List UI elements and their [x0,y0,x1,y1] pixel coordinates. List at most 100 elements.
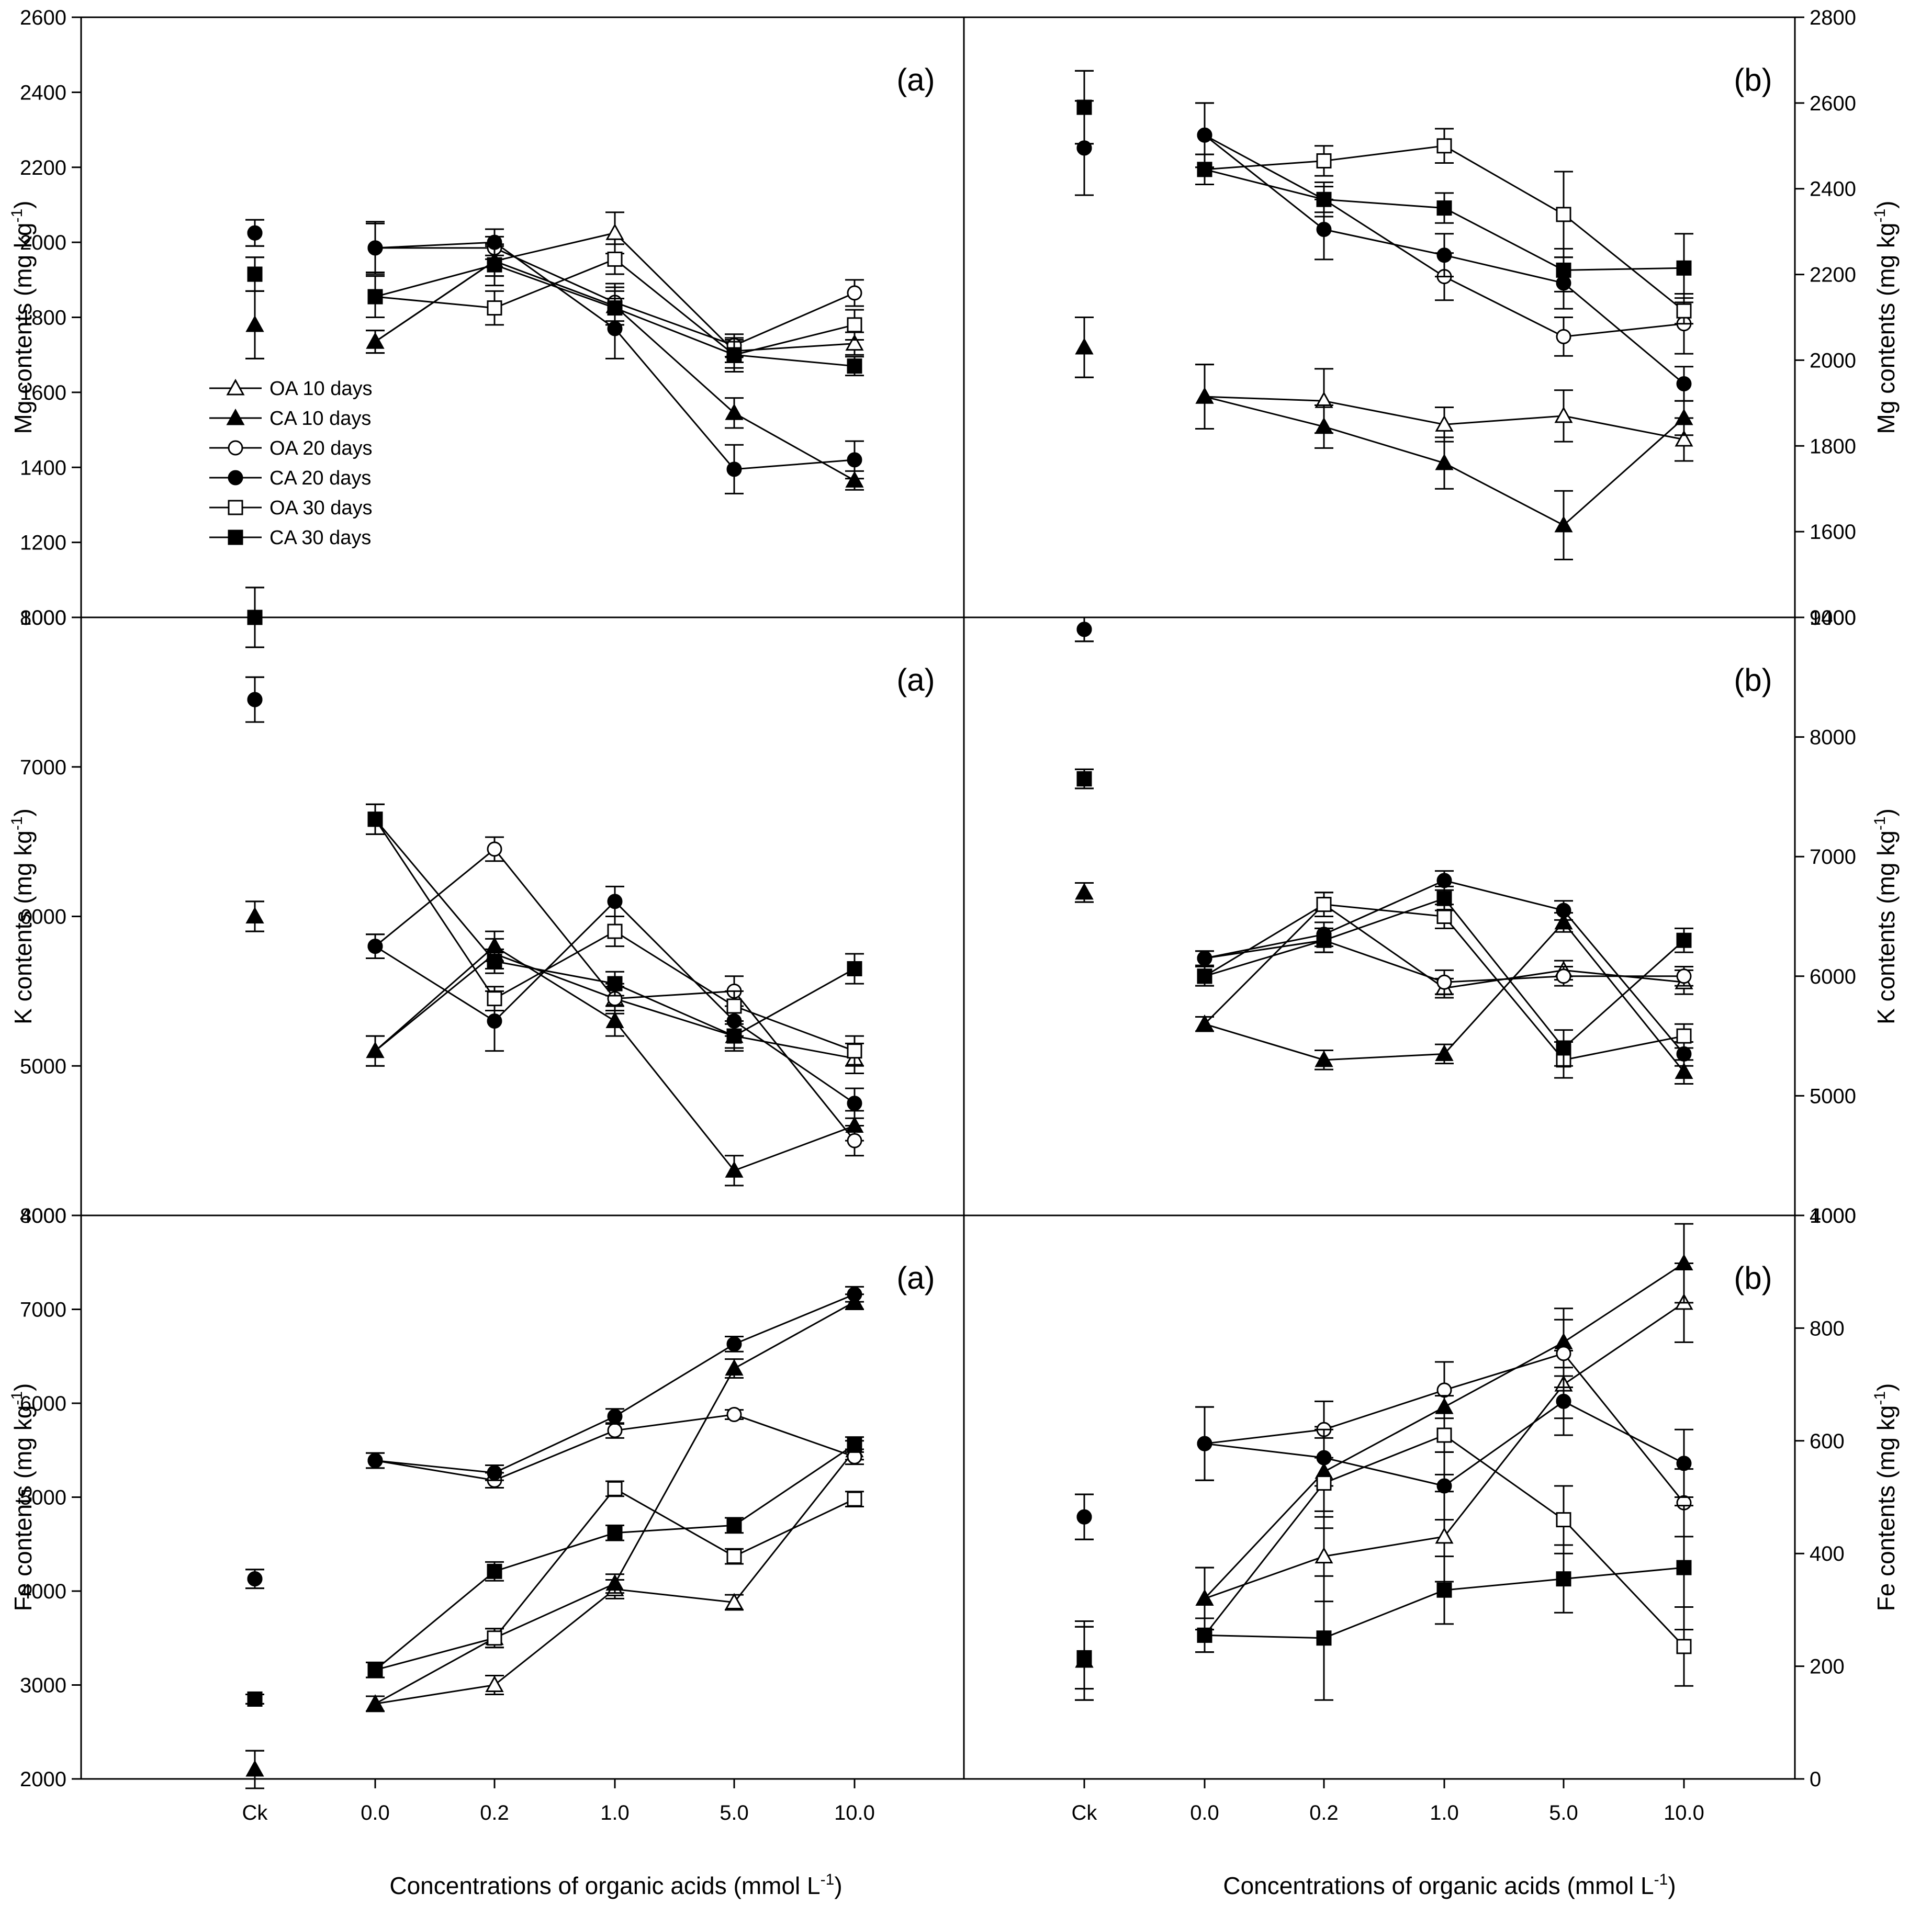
legend-marker [228,440,243,456]
panel-tag: (a) [896,62,935,97]
data-point [366,332,385,349]
y-tick-label: 7000 [20,756,66,779]
data-point [1316,153,1332,168]
data-point [1316,222,1332,238]
data-point [367,289,383,305]
frame-border [80,16,1796,1780]
y-tick-label: 2400 [1810,178,1856,201]
data-point [1435,415,1454,432]
legend-marker [226,378,245,396]
data-point [1676,1560,1692,1575]
data-point [247,1691,263,1707]
data-point [1197,1436,1212,1451]
y-tick-label: 1800 [1810,435,1856,458]
data-point [1436,974,1452,990]
y-tick-label: 1000 [20,606,66,629]
y-tick-label: 5000 [20,1055,66,1078]
y-axis-label-k-right: K contents (mg kg-1) [1871,808,1900,1024]
data-point [1436,247,1452,263]
data-point [1676,1639,1692,1654]
data-point [487,1013,502,1029]
y-tick-label: 6000 [20,906,66,929]
data-point [366,1694,385,1711]
data-point [1197,1627,1212,1643]
legend-marker [228,529,243,545]
y-tick-label: 1600 [20,381,66,404]
data-point [726,998,742,1014]
y-tick-label: 2600 [20,6,66,29]
panel-tag: (a) [896,1260,935,1295]
legend-label: CA 30 days [269,527,371,549]
data-point [605,1011,624,1029]
y-tick-label: 4000 [20,1580,66,1603]
data-point [1315,1050,1333,1067]
panel-mg-right: 1400 1600 1800 2000 2200 2400 2600 2800 (b) [1075,6,1856,629]
x-tick-label: 0.0 [361,1801,390,1824]
y-tick-label: 2200 [20,156,66,179]
data-point [1556,1040,1571,1056]
data-point [367,1452,383,1468]
x-tick-label: Ck [242,1801,268,1824]
data-point [607,894,623,909]
data-point [725,1359,744,1376]
series-ca30 [1075,1505,1693,1701]
data-point [1436,1582,1452,1598]
legend-label: OA 30 days [269,497,372,519]
panel-tag: (a) [896,662,935,697]
legend-label: CA 10 days [269,408,371,430]
data-point [487,991,502,1007]
panel-tag: (b) [1734,662,1772,697]
y-tick-label: 1400 [1810,606,1856,629]
series-ca20 [245,219,864,494]
y-tick-label: 2600 [1810,92,1856,115]
panel-k-left: 4000 5000 6000 7000 8000 (a) [20,587,935,1227]
data-point [1435,1527,1454,1544]
data-point [1676,376,1692,391]
data-point [847,452,862,468]
data-point [847,1096,862,1111]
y-axis-label-fe-right: Fe contents (mg kg-1) [1871,1383,1900,1611]
data-point [1554,912,1573,930]
data-point [1316,1475,1332,1491]
x-tick-label: Ck [1072,1801,1098,1824]
legend-marker [226,408,245,425]
data-point [607,923,623,939]
data-point [487,257,502,273]
data-point [726,1549,742,1564]
data-point [367,939,383,954]
data-point [847,1043,862,1059]
data-point [1676,260,1692,276]
data-point [247,225,263,241]
data-point [605,223,624,240]
y-tick-label: 9000 [1810,606,1856,629]
data-point [1076,1509,1092,1525]
data-point [847,358,862,374]
y-tick-label: 1400 [20,456,66,479]
data-point [487,1465,502,1481]
data-point [847,1133,862,1148]
legend-marker [228,470,243,486]
y-tick-label: 8000 [1810,726,1856,749]
data-point [487,841,502,857]
data-point [1675,1062,1693,1079]
data-point [1197,951,1212,966]
x-tick-label: 5.0 [720,1801,749,1824]
data-point [1436,873,1452,888]
x-tick-label: 10.0 [834,1801,875,1824]
data-point [1436,891,1452,906]
data-point [1675,408,1693,425]
data-point [1676,932,1692,948]
series-ca20 [245,1286,864,1590]
data-point [1556,1346,1571,1361]
y-axis-label-mg-left: Mg contents (mg kg-1) [8,201,37,434]
x-tick-label: 5.0 [1549,1801,1578,1824]
y-tick-label: 200 [1810,1655,1845,1678]
data-point [1316,191,1332,207]
data-point [847,961,862,977]
y-tick-label: 3000 [20,1674,66,1697]
data-point [1197,127,1212,143]
y-tick-label: 600 [1810,1430,1845,1453]
data-point [1315,1547,1333,1564]
data-point [845,334,864,351]
y-axis-label-k-left: K contents (mg kg-1) [8,808,37,1024]
